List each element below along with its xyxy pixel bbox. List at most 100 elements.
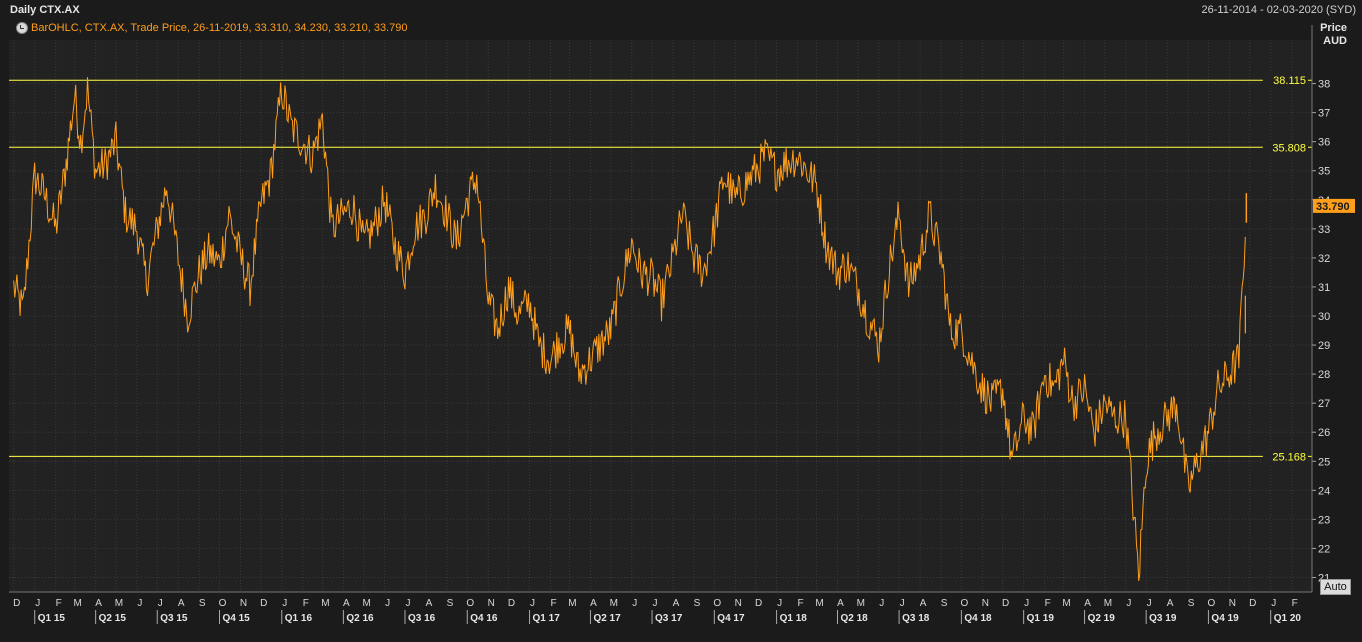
reference-label: 25.168 bbox=[1272, 451, 1306, 463]
x-month-label: D bbox=[260, 598, 267, 609]
x-month-label: N bbox=[240, 598, 247, 609]
x-quarter-label: Q3 15 bbox=[160, 613, 188, 624]
x-month-label: A bbox=[1167, 598, 1174, 609]
x-month-label: M bbox=[610, 598, 618, 609]
chart-title: Daily CTX.AX bbox=[10, 4, 80, 16]
x-month-label: D bbox=[1002, 598, 1009, 609]
x-quarter-label: Q2 16 bbox=[346, 613, 374, 624]
x-month-label: J bbox=[879, 598, 884, 609]
x-month-label: F bbox=[798, 598, 804, 609]
y-tick-label: 37 bbox=[1318, 108, 1330, 120]
y-tick-label: 32 bbox=[1318, 253, 1330, 265]
reference-lines: 38.115 35.808 25.168 bbox=[9, 73, 1312, 464]
x-month-label: O bbox=[466, 598, 474, 609]
last-price-label: 33.790 bbox=[1316, 201, 1350, 213]
x-month-label: J bbox=[1271, 598, 1276, 609]
x-month-label: J bbox=[1024, 598, 1029, 609]
x-month-label: D bbox=[13, 598, 20, 609]
y-tick-label: 24 bbox=[1318, 485, 1330, 497]
x-quarter-label: Q3 17 bbox=[655, 613, 683, 624]
x-quarter-label: Q2 19 bbox=[1088, 613, 1116, 624]
reference-label-bg bbox=[1262, 449, 1308, 464]
price-label: Price bbox=[1320, 22, 1347, 34]
auto-scale-button[interactable]: Auto bbox=[1320, 579, 1351, 595]
y-tick-label: 30 bbox=[1318, 311, 1330, 323]
price-series bbox=[13, 77, 1248, 581]
x-month-label: S bbox=[941, 598, 948, 609]
y-tick-label: 26 bbox=[1318, 427, 1330, 439]
x-month-label: O bbox=[219, 598, 227, 609]
x-month-label: M bbox=[363, 598, 371, 609]
x-month-label: M bbox=[857, 598, 865, 609]
last-price-box bbox=[1313, 198, 1355, 213]
x-month-label: J bbox=[632, 598, 637, 609]
reference-label: 38.115 bbox=[1273, 75, 1306, 87]
y-tick-label: 27 bbox=[1318, 398, 1330, 410]
x-month-label: F bbox=[1292, 598, 1298, 609]
x-quarter-label: Q1 17 bbox=[533, 613, 561, 624]
grid bbox=[9, 40, 1312, 592]
x-quarter-label: Q4 15 bbox=[223, 613, 251, 624]
x-month-label: J bbox=[137, 598, 142, 609]
x-month-label: S bbox=[694, 598, 701, 609]
x-month-label: J bbox=[900, 598, 905, 609]
x-quarter-label: Q4 18 bbox=[964, 613, 992, 624]
reference-label-bg bbox=[1262, 73, 1308, 88]
x-month-label: J bbox=[1147, 598, 1152, 609]
x-month-label: J bbox=[777, 598, 782, 609]
x-month-label: J bbox=[35, 598, 40, 609]
reference-label-bg bbox=[1262, 140, 1308, 155]
x-month-label: S bbox=[1188, 598, 1195, 609]
clock-icon[interactable] bbox=[16, 22, 28, 34]
y-tick-label: 33 bbox=[1318, 224, 1330, 236]
x-month-label: M bbox=[115, 598, 123, 609]
x-month-label: J bbox=[405, 598, 410, 609]
x-month-label: S bbox=[199, 598, 206, 609]
x-month-label: J bbox=[1126, 598, 1131, 609]
y-axis: 212223242526272829303132333435363738 bbox=[1311, 25, 1330, 592]
x-quarter-label: Q3 16 bbox=[408, 613, 436, 624]
x-month-label: J bbox=[530, 598, 535, 609]
x-month-label: D bbox=[508, 598, 515, 609]
x-month-label: F bbox=[550, 598, 556, 609]
x-month-label: J bbox=[282, 598, 287, 609]
x-month-label: A bbox=[95, 598, 102, 609]
x-month-label: F bbox=[56, 598, 62, 609]
y-tick-label: 31 bbox=[1318, 282, 1330, 294]
x-quarter-label: Q1 19 bbox=[1027, 613, 1055, 624]
x-month-label: M bbox=[1104, 598, 1112, 609]
x-quarter-label: Q1 20 bbox=[1274, 613, 1302, 624]
price-line bbox=[13, 77, 1246, 581]
x-month-label: M bbox=[1062, 598, 1070, 609]
x-month-label: A bbox=[590, 598, 597, 609]
y-tick-label: 23 bbox=[1318, 514, 1330, 526]
x-month-label: A bbox=[426, 598, 433, 609]
x-quarter-label: Q1 15 bbox=[38, 613, 66, 624]
x-quarter-label: Q2 15 bbox=[99, 613, 127, 624]
x-quarter-label: Q2 18 bbox=[841, 613, 869, 624]
x-month-label: O bbox=[960, 598, 968, 609]
x-month-label: J bbox=[385, 598, 390, 609]
x-month-label: A bbox=[920, 598, 927, 609]
y-tick-label: 25 bbox=[1318, 456, 1330, 468]
x-month-label: A bbox=[343, 598, 350, 609]
x-month-label: S bbox=[447, 598, 454, 609]
x-quarter-label: Q3 18 bbox=[902, 613, 930, 624]
y-tick-label: 29 bbox=[1318, 340, 1330, 352]
x-month-label: A bbox=[673, 598, 680, 609]
x-month-label: N bbox=[488, 598, 495, 609]
legend-text: BarOHLC, CTX.AX, Trade Price, 26-11-2019… bbox=[31, 22, 408, 34]
x-month-label: N bbox=[1229, 598, 1236, 609]
x-quarter-label: Q4 19 bbox=[1211, 613, 1239, 624]
x-month-label: J bbox=[653, 598, 658, 609]
x-month-label: M bbox=[568, 598, 576, 609]
series-legend[interactable]: BarOHLC, CTX.AX, Trade Price, 26-11-2019… bbox=[16, 22, 407, 34]
x-month-label: A bbox=[1084, 598, 1091, 609]
x-month-label: F bbox=[303, 598, 309, 609]
x-month-label: F bbox=[1045, 598, 1051, 609]
x-quarter-label: Q4 16 bbox=[470, 613, 498, 624]
x-quarter-label: Q2 17 bbox=[593, 613, 621, 624]
y-tick-label: 36 bbox=[1318, 137, 1330, 149]
